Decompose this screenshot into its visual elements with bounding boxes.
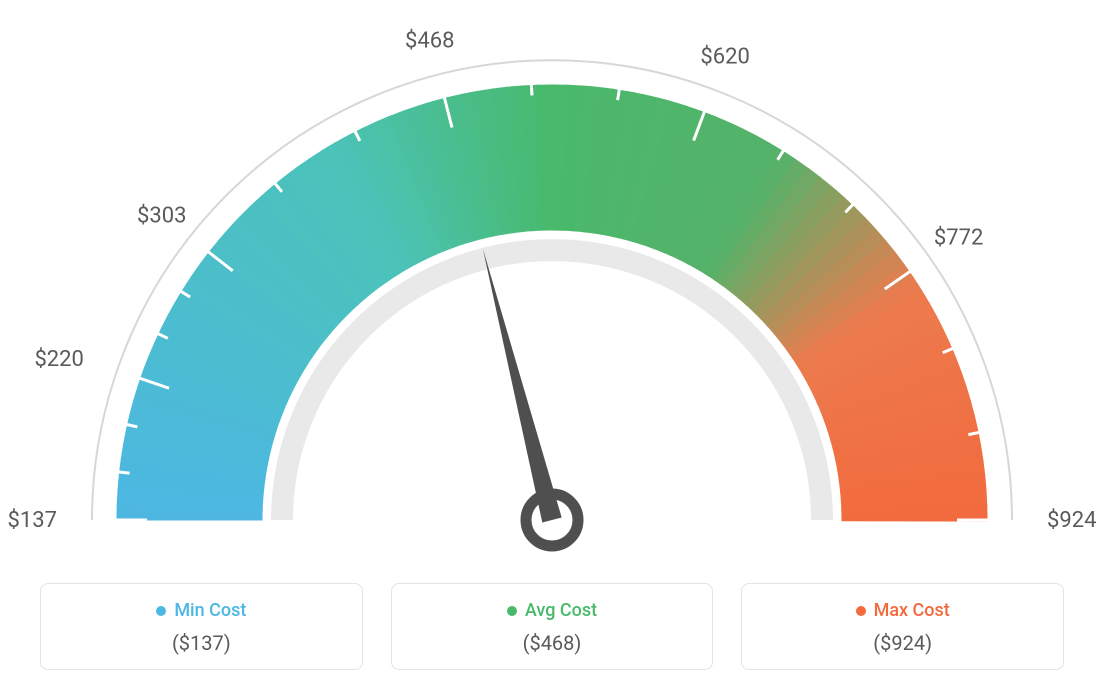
- legend-card-min: Min Cost ($137): [40, 583, 363, 670]
- legend-card-avg: Avg Cost ($468): [391, 583, 714, 670]
- legend-label-max: Max Cost: [874, 600, 950, 621]
- gauge-band: [117, 85, 987, 521]
- legend-value-avg: ($468): [402, 631, 703, 655]
- tick-label: $220: [34, 347, 83, 372]
- gauge-needle: [483, 249, 562, 523]
- legend-value-max: ($924): [752, 631, 1053, 655]
- legend-card-max: Max Cost ($924): [741, 583, 1064, 670]
- tick-label: $772: [934, 226, 983, 251]
- legend-dot-avg: [507, 606, 517, 616]
- tick-label: $620: [700, 44, 749, 69]
- gauge-svg: $137 $220 $303 $468 $620 $772 $924: [0, 0, 1104, 560]
- tick-label: $468: [405, 28, 454, 53]
- gauge-chart: $137 $220 $303 $468 $620 $772 $924: [0, 0, 1104, 560]
- legend-label-avg: Avg Cost: [525, 600, 597, 621]
- tick-label: $137: [8, 508, 57, 533]
- legend-top: Min Cost: [51, 600, 352, 621]
- legend-dot-max: [856, 606, 866, 616]
- legend-top: Avg Cost: [402, 600, 703, 621]
- legend-top: Max Cost: [752, 600, 1053, 621]
- legend-row: Min Cost ($137) Avg Cost ($468) Max Cost…: [0, 583, 1104, 670]
- tick-label: $303: [137, 203, 186, 228]
- legend-label-min: Min Cost: [174, 600, 246, 621]
- legend-value-min: ($137): [51, 631, 352, 655]
- tick-label: $924: [1047, 508, 1096, 533]
- legend-dot-min: [156, 606, 166, 616]
